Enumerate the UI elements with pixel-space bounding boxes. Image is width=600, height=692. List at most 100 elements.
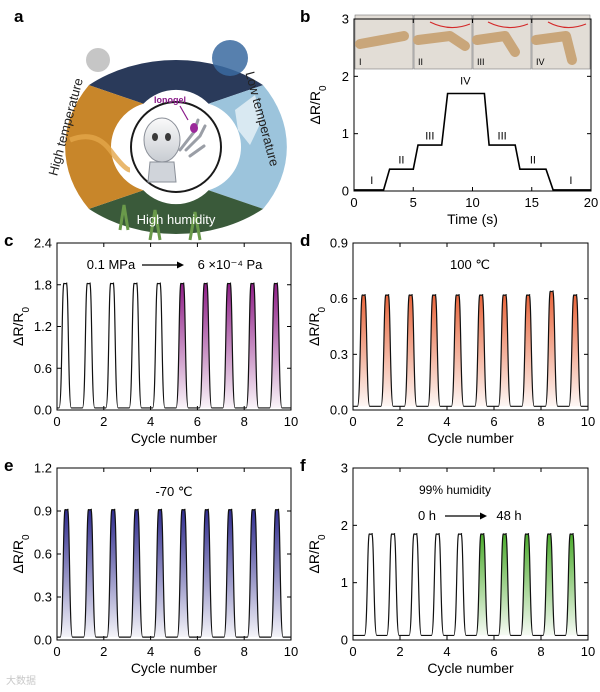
svg-text:III: III bbox=[477, 57, 485, 67]
peak-fill-e-9 bbox=[270, 509, 284, 638]
x-tick-label-e-5: 10 bbox=[284, 644, 298, 659]
x-tick-label-f-2: 4 bbox=[443, 644, 450, 659]
moon-icon bbox=[86, 48, 110, 72]
y-tick-label-f-2: 2 bbox=[341, 518, 348, 533]
x-tick-label-e-0: 0 bbox=[53, 644, 60, 659]
sector-label-high-humidity: High humidity bbox=[137, 212, 216, 227]
panel-b-letter: b bbox=[300, 7, 310, 26]
sector-low-temperature bbox=[208, 85, 287, 209]
y-tick-label-b-3: 3 bbox=[342, 12, 349, 27]
series-line-e bbox=[57, 508, 291, 638]
y-tick-label-d-3: 0.9 bbox=[330, 236, 348, 251]
y-axis-label-b: ΔR/R0 bbox=[307, 85, 329, 124]
peak-fill-d-1 bbox=[380, 294, 394, 407]
y-tick-label-c-1: 0.6 bbox=[34, 361, 52, 376]
x-axis-label-d: Cycle number bbox=[427, 430, 514, 446]
stage-label-6: I bbox=[569, 175, 572, 187]
chart-title-f: 99% humidity bbox=[419, 483, 491, 497]
condition-arrow-c-head bbox=[177, 261, 184, 269]
condition-end-f: 48 h bbox=[496, 508, 521, 523]
x-tick-label-c-4: 8 bbox=[241, 414, 248, 429]
x-tick-label-b-0: 0 bbox=[350, 195, 357, 210]
peak-fill-e-1 bbox=[83, 509, 96, 638]
peak-fill-d-8 bbox=[545, 290, 558, 407]
series-line-d bbox=[353, 290, 588, 407]
peak-fill-d-9 bbox=[568, 294, 582, 407]
x-axis-label-e: Cycle number bbox=[131, 660, 218, 676]
peak-fill-c-8 bbox=[246, 283, 259, 408]
panel-d-letter: d bbox=[300, 231, 310, 250]
y-tick-label-c-3: 1.8 bbox=[34, 277, 52, 292]
x-tick-label-d-3: 6 bbox=[490, 414, 497, 429]
x-tick-label-c-0: 0 bbox=[53, 414, 60, 429]
series-line-f bbox=[353, 533, 588, 637]
y-tick-label-b-1: 1 bbox=[342, 126, 349, 141]
sector-high-humidity bbox=[88, 190, 264, 234]
x-tick-label-f-4: 8 bbox=[537, 644, 544, 659]
photo-ii: II bbox=[413, 14, 473, 70]
peak-fill-d-7 bbox=[521, 294, 535, 407]
peak-fill-c-6 bbox=[199, 283, 212, 408]
y-tick-label-b-0: 0 bbox=[342, 184, 349, 199]
environment-wheel: Ionogel High vacuum Low temperature High… bbox=[45, 21, 287, 241]
sector-label-high-vacuum: High vacuum bbox=[140, 21, 216, 36]
y-tick-label-d-1: 0.3 bbox=[330, 347, 348, 362]
condition-end-c: 6 ×10⁻⁴ Pa bbox=[198, 257, 264, 272]
peak-fill-f-8 bbox=[543, 533, 556, 636]
photo-iii: III bbox=[472, 14, 532, 70]
x-tick-label-d-4: 8 bbox=[537, 414, 544, 429]
y-tick-label-b-2: 2 bbox=[342, 69, 349, 84]
x-tick-label-b-2: 10 bbox=[465, 195, 479, 210]
y-tick-label-d-2: 0.6 bbox=[330, 291, 348, 306]
robot-icon bbox=[143, 117, 207, 183]
stage-label-1: II bbox=[398, 154, 404, 166]
peak-fill-d-3 bbox=[427, 294, 441, 407]
chart-c: 0.0 0.6 1.2 1.8 2.4 0 2 4 6 8 10 Cycle number ΔR/R0 0… bbox=[10, 236, 298, 447]
peak-fill-c-5 bbox=[176, 283, 189, 408]
series-line-c bbox=[57, 282, 291, 409]
x-tick-label-c-5: 10 bbox=[284, 414, 298, 429]
photo-strip: I II III IV bbox=[354, 14, 591, 70]
series-line-b bbox=[354, 92, 591, 191]
y-tick-label-e-3: 0.9 bbox=[34, 504, 52, 519]
y-tick-label-e-2: 0.6 bbox=[34, 547, 52, 562]
chart-d: 0.0 0.3 0.6 0.9 0 2 4 6 8 10 Cycle number ΔR/R0 100 … bbox=[306, 236, 595, 447]
dune-icon bbox=[69, 134, 131, 173]
panel-c-letter: c bbox=[4, 231, 13, 250]
photo-iv: IV bbox=[531, 14, 591, 70]
planet-icon bbox=[212, 40, 248, 76]
peak-fill-e-7 bbox=[224, 509, 237, 638]
y-tick-label-f-1: 1 bbox=[341, 575, 348, 590]
peak-fill-f-6 bbox=[498, 533, 511, 636]
stage-label-3: IV bbox=[460, 75, 471, 87]
peak-fill-c-9 bbox=[269, 283, 282, 408]
svg-text:II: II bbox=[418, 57, 423, 67]
stage-label-0: I bbox=[370, 175, 373, 187]
stage-label-5: II bbox=[530, 154, 536, 166]
panel-a: a Ionogel High vacuum bbox=[14, 7, 287, 241]
peak-fill-d-0 bbox=[357, 294, 370, 407]
svg-text:I: I bbox=[359, 57, 362, 67]
chart-f: 0 1 2 3 0 2 4 6 8 10 Cycle number ΔR/R0 99% humidity… bbox=[306, 461, 595, 677]
peak-fill-d-2 bbox=[404, 294, 417, 407]
y-axis-label-c: ΔR/R0 bbox=[10, 307, 32, 346]
panel-e-letter: e bbox=[4, 456, 13, 475]
x-tick-label-f-5: 10 bbox=[581, 644, 595, 659]
x-axis-label-c: Cycle number bbox=[131, 430, 218, 446]
x-tick-label-d-5: 10 bbox=[581, 414, 595, 429]
panel-f-letter: f bbox=[300, 456, 306, 475]
x-tick-label-f-0: 0 bbox=[349, 644, 356, 659]
x-tick-label-b-3: 15 bbox=[525, 195, 539, 210]
condition-start-c: 0.1 MPa bbox=[87, 257, 136, 272]
y-tick-label-c-0: 0.0 bbox=[34, 403, 52, 418]
ionogel-label: Ionogel bbox=[154, 95, 186, 105]
ionogel-arrow bbox=[179, 105, 189, 121]
svg-text:IV: IV bbox=[536, 57, 545, 67]
peak-fill-d-5 bbox=[474, 294, 488, 407]
y-tick-label-c-4: 2.4 bbox=[34, 236, 52, 251]
y-tick-label-e-1: 0.3 bbox=[34, 590, 52, 605]
peak-fill-f-7 bbox=[520, 533, 534, 636]
chart-e: 0.0 0.3 0.6 0.9 1.2 0 2 4 6 8 10 Cycle number ΔR/R0 -… bbox=[10, 461, 298, 677]
